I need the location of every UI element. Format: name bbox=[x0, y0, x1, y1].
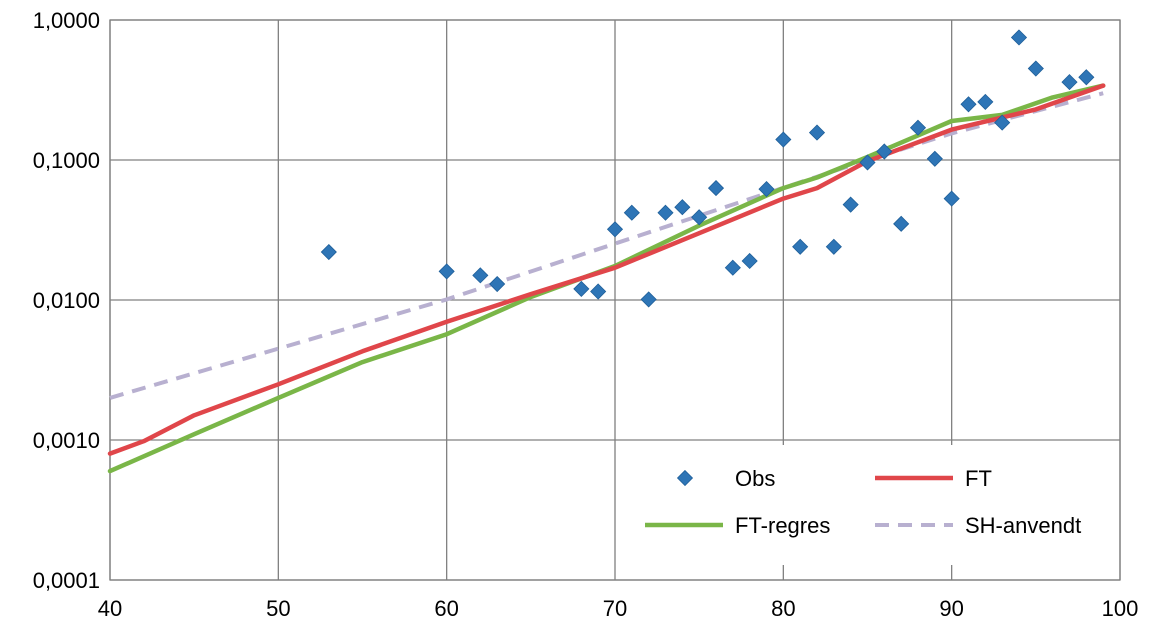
x-tick-label: 70 bbox=[603, 596, 627, 621]
obs-point bbox=[859, 154, 876, 171]
obs-point bbox=[623, 204, 640, 221]
obs-point bbox=[792, 238, 809, 255]
obs-point bbox=[320, 243, 337, 261]
x-tick-label: 50 bbox=[266, 596, 290, 621]
obs-point bbox=[1010, 29, 1028, 46]
obs-point bbox=[977, 93, 994, 110]
obs-point bbox=[758, 180, 775, 198]
obs-point bbox=[707, 180, 725, 197]
obs-point bbox=[489, 275, 506, 293]
plot-frame bbox=[109, 19, 1121, 581]
obs-point bbox=[640, 291, 657, 308]
legend-label-sh-anvendt: SH-anvendt bbox=[965, 513, 1081, 538]
y-tick-label: 1,0000 bbox=[33, 8, 100, 33]
series-lines bbox=[107, 83, 1106, 474]
obs-point bbox=[926, 150, 943, 167]
obs-point bbox=[724, 259, 741, 276]
obs-point bbox=[960, 96, 977, 113]
obs-point bbox=[893, 215, 910, 232]
series-markers bbox=[320, 29, 1095, 308]
obs-point bbox=[741, 252, 758, 270]
y-tick-label: 0,0010 bbox=[33, 428, 100, 453]
obs-point bbox=[691, 209, 708, 226]
obs-point bbox=[438, 263, 455, 280]
obs-point bbox=[1027, 60, 1044, 77]
legend-box bbox=[625, 445, 1110, 565]
legend-symbol-obs bbox=[676, 469, 694, 487]
y-tick-label: 0,0001 bbox=[33, 568, 100, 593]
obs-point bbox=[808, 124, 826, 141]
obs-point bbox=[1078, 69, 1095, 86]
obs-point bbox=[909, 119, 927, 136]
obs-point bbox=[775, 131, 792, 148]
legend-label-ft: FT bbox=[965, 466, 992, 491]
y-tick-label: 0,0100 bbox=[33, 288, 100, 313]
series-line-ft bbox=[107, 83, 1106, 456]
obs-point bbox=[943, 190, 960, 207]
x-tick-label: 100 bbox=[1102, 596, 1139, 621]
x-tick-label: 90 bbox=[939, 596, 963, 621]
x-tick-label: 80 bbox=[771, 596, 795, 621]
obs-point bbox=[994, 114, 1011, 131]
series-line-ft-regres bbox=[107, 83, 1106, 474]
obs-point bbox=[590, 283, 607, 300]
obs-point bbox=[1061, 74, 1078, 91]
series-line-sh-anvendt bbox=[109, 91, 1104, 400]
obs-point bbox=[825, 238, 842, 255]
obs-point bbox=[674, 199, 691, 216]
obs-point bbox=[573, 280, 590, 297]
legend-label-obs: Obs bbox=[735, 466, 775, 491]
legend-label-ft-regres: FT-regres bbox=[735, 513, 830, 538]
y-tick-label: 0,1000 bbox=[33, 148, 100, 173]
obs-point bbox=[842, 196, 859, 213]
legend: Obs FT FT-regres SH-anvendt bbox=[625, 445, 1110, 565]
obs-point bbox=[876, 143, 893, 160]
obs-point bbox=[657, 204, 674, 221]
obs-point bbox=[472, 267, 489, 284]
x-tick-label: 40 bbox=[98, 596, 122, 621]
obs-point bbox=[606, 221, 624, 238]
x-tick-label: 60 bbox=[434, 596, 458, 621]
axes: 40 50 60 70 80 90 100 1,0000 0,1000 0,0100 0,0010 0… bbox=[33, 8, 1139, 621]
